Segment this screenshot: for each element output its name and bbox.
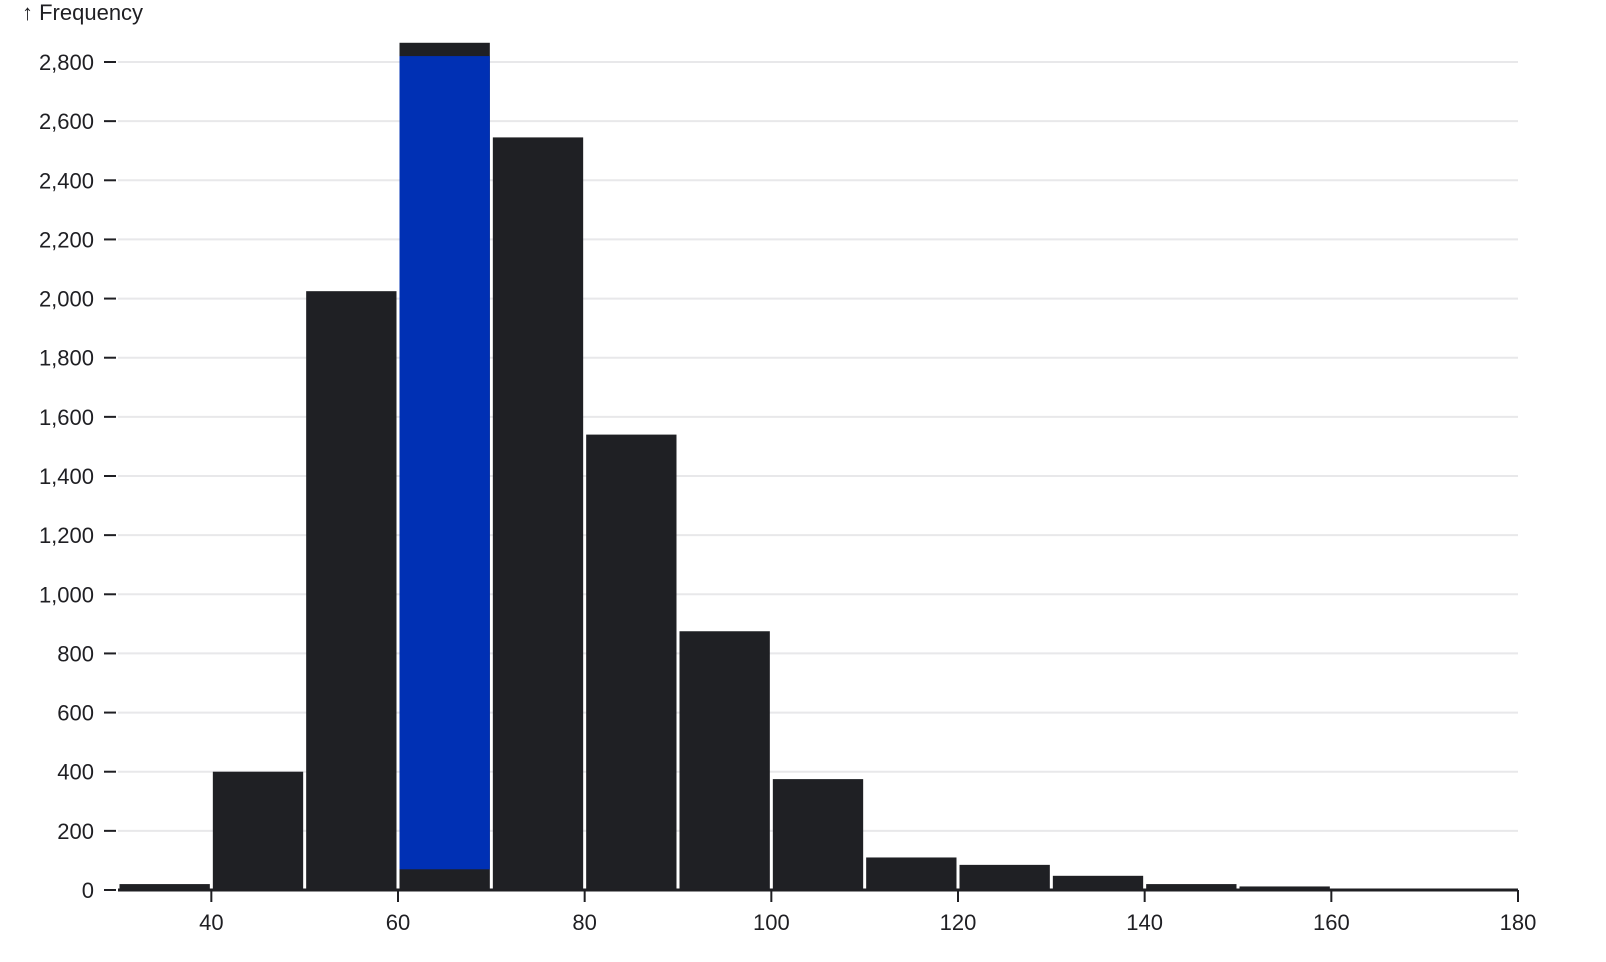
histogram-bar [679, 631, 770, 890]
y-tick-label: 1,400 [39, 464, 94, 489]
highlight-overlay [399, 56, 490, 870]
histogram-bar [1052, 875, 1144, 890]
y-axis: 0 200 400 600 800 1,000 1,200 1,400 1,600 1,800 2,… [39, 50, 116, 903]
x-tick-label: 80 [572, 910, 596, 935]
highlight-selection[interactable] [399, 56, 490, 870]
y-tick-label: 0 [82, 878, 94, 903]
y-tick-label: 400 [57, 760, 94, 785]
histogram-bar [1146, 884, 1237, 890]
histogram-bar [586, 434, 677, 890]
y-tick-label: 2,000 [39, 287, 94, 312]
histogram-bar [772, 779, 864, 890]
y-tick-label: 1,600 [39, 405, 94, 430]
bars [119, 42, 1517, 891]
x-tick-label: 140 [1126, 910, 1163, 935]
x-tick-label: 180 [1500, 910, 1537, 935]
y-tick-label: 2,800 [39, 50, 94, 75]
y-tick-label: 2,400 [39, 168, 94, 193]
histogram-bar [492, 137, 584, 890]
x-tick-label: 160 [1313, 910, 1350, 935]
x-tick-label: 100 [753, 910, 790, 935]
y-tick-label: 200 [57, 819, 94, 844]
y-tick-label: 600 [57, 701, 94, 726]
y-tick-label: 800 [57, 641, 94, 666]
histogram-bar [959, 864, 1050, 890]
y-tick-label: 2,200 [39, 227, 94, 252]
x-axis: 40 60 80 100 120 140 160 180 [118, 888, 1537, 935]
histogram-bar [306, 291, 397, 890]
histogram-bar [866, 857, 957, 890]
x-tick-label: 40 [199, 910, 223, 935]
y-tick-label: 1,000 [39, 582, 94, 607]
y-tick-label: 1,200 [39, 523, 94, 548]
histogram-bar [212, 771, 304, 890]
x-tick-label: 120 [940, 910, 977, 935]
x-tick-label: 60 [386, 910, 410, 935]
y-tick-label: 2,600 [39, 109, 94, 134]
y-tick-label: 1,800 [39, 346, 94, 371]
y-axis-title: ↑ Frequency [22, 0, 143, 25]
histogram-bar [119, 884, 210, 890]
histogram-bar [1239, 886, 1330, 890]
